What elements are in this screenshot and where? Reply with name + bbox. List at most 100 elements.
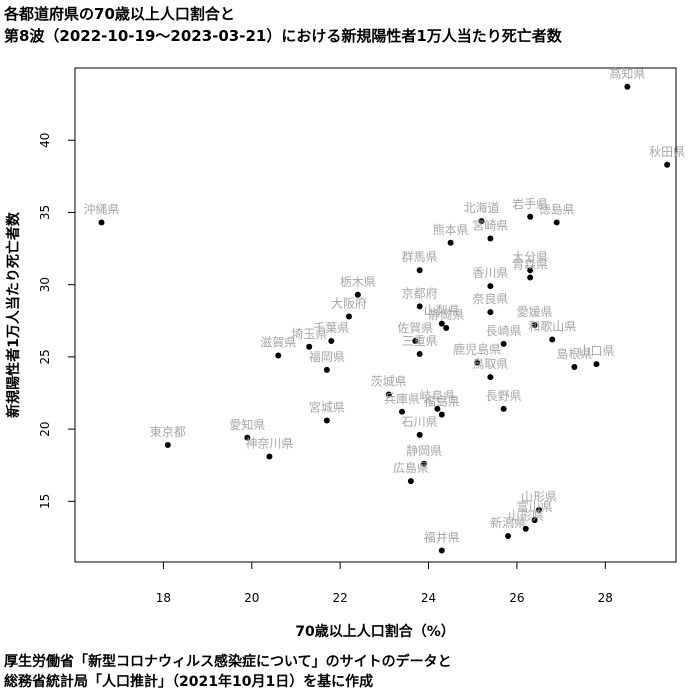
data-point [438, 411, 445, 418]
data-point [664, 161, 671, 168]
point-label: 沖縄県 [84, 202, 120, 217]
data-point [500, 340, 507, 347]
y-tick-label: 20 [38, 421, 52, 436]
data-point [438, 320, 445, 327]
x-tick-label: 24 [421, 591, 436, 605]
data-point [275, 352, 282, 359]
data-point [244, 434, 251, 441]
data-point [421, 460, 428, 467]
point-label: 香川県 [472, 266, 508, 280]
data-point [487, 309, 494, 316]
point-label: 島根県 [556, 346, 592, 361]
y-tick-label: 25 [38, 349, 52, 364]
point-label: 佐賀県 [397, 321, 433, 335]
data-point [531, 517, 538, 524]
data-point [98, 219, 105, 226]
point-label: 三重県 [402, 334, 438, 348]
data-point [345, 313, 352, 320]
point-label: 長崎県 [486, 324, 522, 338]
data-point [593, 361, 600, 368]
point-label: 山梨県 [424, 304, 460, 318]
data-point [536, 507, 543, 513]
x-tick-label: 22 [333, 591, 348, 605]
data-point [328, 338, 335, 344]
data-point [549, 336, 556, 343]
y-tick-label: 35 [38, 205, 52, 220]
point-label: 山口県 [578, 344, 614, 358]
y-axis: 15 20 25 30 35 40 [38, 133, 75, 509]
point-label: 徳島県 [539, 202, 575, 217]
data-point [266, 453, 273, 460]
data-point [416, 351, 423, 357]
point-label: 宮城県 [309, 399, 345, 414]
point-label: 岐阜県 [419, 389, 455, 403]
data-point [474, 359, 481, 366]
data-point [522, 525, 529, 532]
y-tick-label: 40 [38, 133, 52, 148]
point-label: 千葉県 [313, 321, 349, 335]
data-point [505, 533, 512, 539]
data-point [323, 366, 330, 373]
point-label: 静岡県 [428, 308, 464, 322]
point-label: 東京都 [150, 425, 186, 439]
point-label: 福岡県 [309, 349, 345, 364]
data-point [527, 213, 534, 220]
point-label: 愛知県 [229, 418, 265, 432]
data-point [438, 547, 445, 554]
data-point [443, 325, 450, 331]
y-axis-title: 新規陽性者1万人当たり死亡者数 [5, 211, 22, 418]
point-label: 新潟県 [490, 515, 526, 530]
data-point [624, 83, 631, 90]
data-point [416, 303, 423, 310]
y-tick-label: 15 [38, 494, 52, 509]
point-label: 兵庫県 [384, 392, 420, 406]
data-point [416, 267, 423, 274]
point-label: 福井県 [424, 529, 460, 544]
y-tick-label: 30 [38, 277, 52, 292]
point-label: 神奈川県 [245, 437, 293, 451]
data-point [416, 431, 423, 438]
data-point [399, 408, 406, 415]
x-axis-title: 70歳以上人口割合（%） [295, 623, 455, 640]
point-label: 静岡県 [406, 444, 442, 458]
point-label: 秋田県 [649, 145, 685, 159]
data-point [412, 338, 419, 344]
point-label: 和歌山県 [528, 319, 576, 334]
data-point [478, 218, 485, 225]
point-label: 栃木県 [340, 275, 376, 289]
x-tick-label: 28 [598, 591, 613, 605]
point-label: 石川県 [402, 415, 438, 429]
plot-frame [74, 67, 677, 563]
x-tick-label: 26 [509, 591, 524, 605]
x-tick-label: 18 [156, 591, 171, 605]
point-label: 埼玉県 [291, 327, 327, 341]
point-label: 鹿児島県 [453, 342, 501, 357]
data-point [385, 391, 392, 398]
data-point [164, 442, 171, 448]
data-point [487, 283, 494, 290]
point-label: 奈良県 [472, 291, 508, 306]
point-label: 群馬県 [402, 250, 438, 264]
data-point [527, 274, 534, 281]
data-point [306, 343, 313, 350]
point-label: 京都府 [402, 285, 438, 300]
point-label: 滋賀県 [260, 335, 296, 349]
x-axis: 18 20 22 24 26 28 [156, 562, 613, 605]
data-point [354, 291, 361, 298]
point-label: 山形県 [521, 490, 557, 504]
source-note-line-2: 総務省統計局「人口推計」（2021年10月1日）を基に作成 [4, 674, 374, 690]
point-label: 長野県 [486, 389, 522, 403]
point-label: 茨城県 [371, 374, 407, 388]
x-tick-label: 20 [244, 591, 259, 605]
point-label: 大阪府 [331, 295, 367, 310]
point-label: 福島県 [424, 394, 460, 409]
point-label: 愛媛県 [517, 305, 553, 319]
source-note-line-1: 厚生労働省「新型コロナウィルス感染症について」のサイトのデータと [4, 654, 452, 670]
chart-title-line-2: 第8波（2022-10-19〜2023-03-21）における新規陽性者1万人当た… [4, 27, 562, 45]
data-point [487, 374, 494, 381]
point-label: 北海道 [464, 200, 500, 215]
point-label: 鳥取県 [472, 356, 508, 371]
chart-title-line-1: 各都道府県の70歳以上人口割合と [4, 5, 235, 23]
